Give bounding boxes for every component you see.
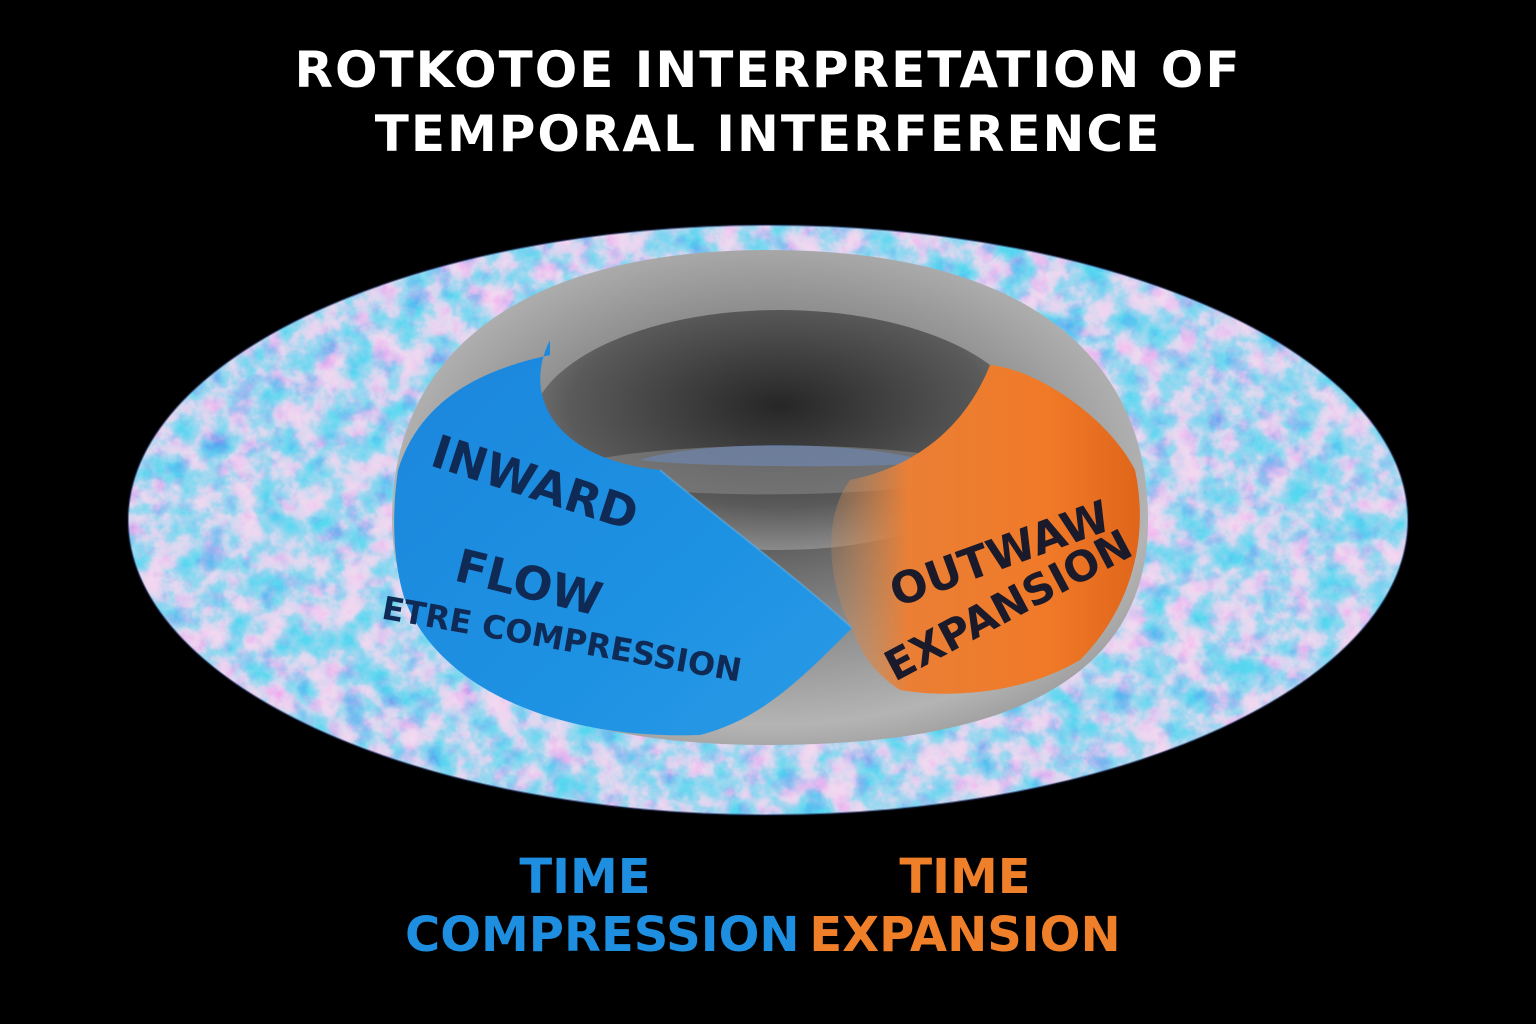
diagram-title: ROTKOTOE INTERPRETATION OF TEMPORAL INTE… (0, 38, 1536, 166)
caption-time-expansion: TIME EXPANSION (800, 848, 1130, 964)
inward-flow-region (394, 340, 853, 736)
caption-right-line-1: TIME (899, 849, 1031, 905)
title-line-2: TEMPORAL INTERFERENCE (374, 105, 1162, 163)
caption-right-line-2: EXPANSION (809, 907, 1121, 963)
caption-time-compression: TIME COMPRESSION (405, 848, 800, 964)
caption-left-line-1: TIME (519, 849, 651, 905)
outward-expansion-region (831, 365, 1140, 694)
caption-left-line-2: COMPRESSION (405, 907, 800, 963)
title-line-1: ROTKOTOE INTERPRETATION OF (294, 41, 1242, 99)
